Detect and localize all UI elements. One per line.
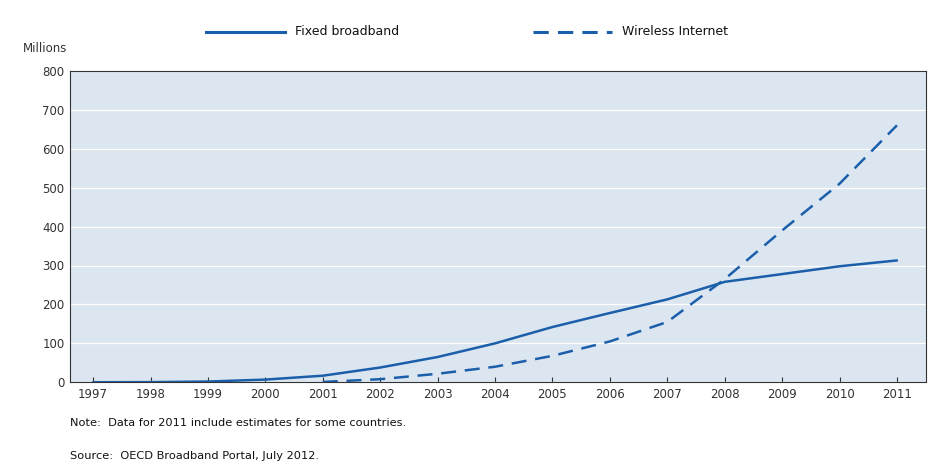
Text: Note:  Data for 2011 include estimates for some countries.: Note: Data for 2011 include estimates fo… [70,418,406,428]
Text: Millions: Millions [23,42,67,55]
Text: Source:  OECD Broadband Portal, July 2012.: Source: OECD Broadband Portal, July 2012… [70,451,319,461]
Text: Fixed broadband: Fixed broadband [295,25,398,38]
Text: Wireless Internet: Wireless Internet [622,25,727,38]
